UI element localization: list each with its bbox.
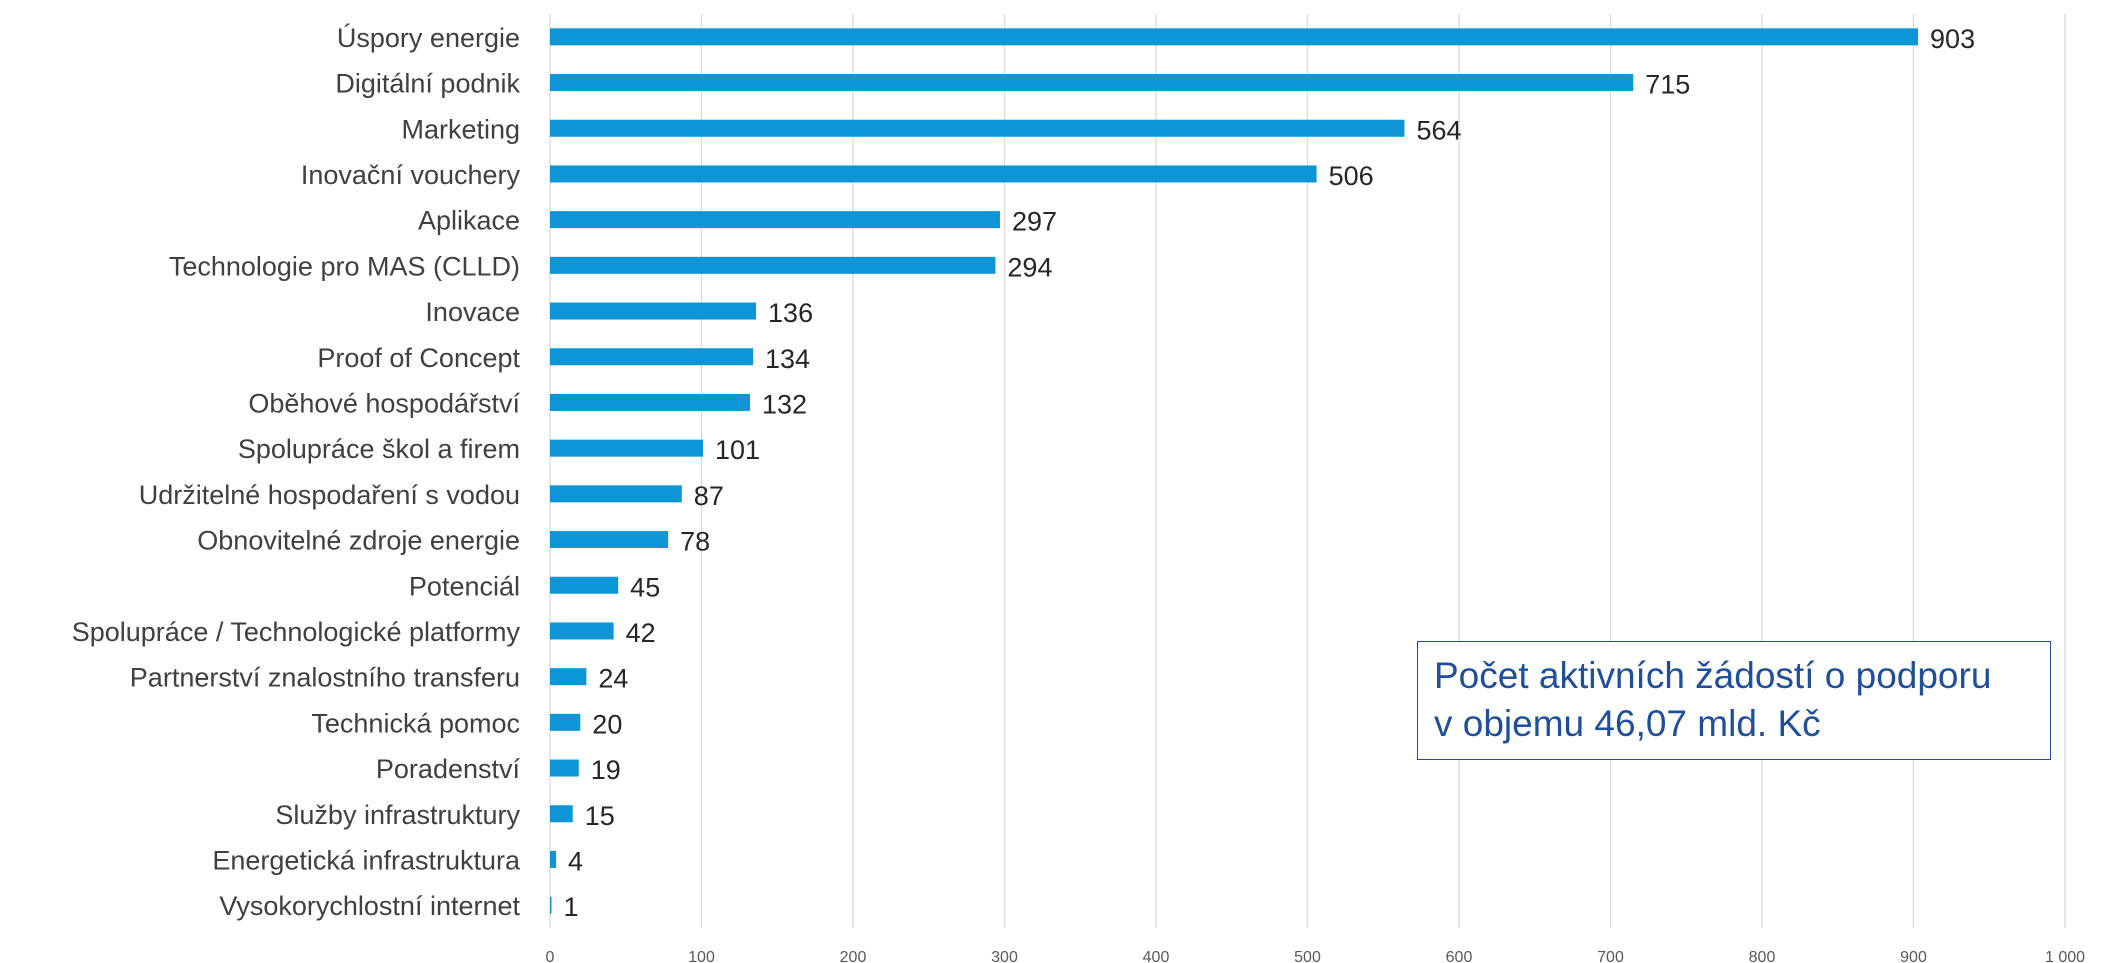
category-label: Inovace <box>425 297 520 327</box>
data-label: 294 <box>1007 252 1052 282</box>
x-tick-label: 900 <box>1900 949 1927 963</box>
x-tick-label: 800 <box>1749 949 1776 963</box>
bars <box>550 28 1919 914</box>
data-label: 506 <box>1329 161 1374 191</box>
x-tick-label: 0 <box>546 949 555 963</box>
annotation-line-2: v objemu 46,07 mld. Kč <box>1434 703 1821 744</box>
category-label: Inovační vouchery <box>301 160 521 190</box>
data-label: 20 <box>592 709 622 739</box>
category-label: Úspory energie <box>337 22 520 53</box>
data-label: 4 <box>568 846 583 876</box>
data-label: 78 <box>680 527 710 557</box>
x-tick-label: 300 <box>991 949 1018 963</box>
category-label: Udržitelné hospodaření s vodou <box>139 480 520 510</box>
bar <box>550 576 619 594</box>
category-labels: Úspory energie Digitální podnik Marketing I… <box>72 22 521 921</box>
bar <box>550 74 1634 92</box>
x-tick-label: 600 <box>1446 949 1473 963</box>
category-label: Aplikace <box>418 206 520 236</box>
category-label: Potenciál <box>409 571 520 601</box>
data-label: 24 <box>598 664 628 694</box>
bar <box>550 805 573 823</box>
data-label: 42 <box>626 618 656 648</box>
grid-lines <box>549 14 2066 928</box>
category-label: Marketing <box>401 114 520 144</box>
category-label: Spolupráce škol a firem <box>238 434 520 464</box>
bar <box>550 439 704 457</box>
x-tick-label: 700 <box>1597 949 1624 963</box>
category-label: Technologie pro MAS (CLLD) <box>169 251 520 281</box>
category-label: Poradenství <box>376 754 521 784</box>
data-label: 15 <box>585 801 615 831</box>
category-label: Obnovitelné zdroje energie <box>197 526 520 556</box>
category-label: Spolupráce / Technologické platformy <box>72 617 521 647</box>
category-label: Energetická infrastruktura <box>212 845 521 875</box>
category-label: Partnerství znalostního transferu <box>130 663 520 693</box>
category-label: Technická pomoc <box>311 708 520 738</box>
x-tick-label: 200 <box>840 949 867 963</box>
data-label: 715 <box>1645 70 1690 100</box>
data-label: 136 <box>768 298 813 328</box>
data-label: 45 <box>630 572 660 602</box>
bar <box>550 485 682 503</box>
x-tick-label: 1 000 <box>2045 949 2085 963</box>
category-label: Oběhové hospodářství <box>248 388 520 418</box>
bar <box>550 119 1405 137</box>
x-tick-label: 500 <box>1294 949 1321 963</box>
data-label: 297 <box>1012 207 1057 237</box>
data-label: 101 <box>715 435 760 465</box>
data-label: 903 <box>1930 24 1975 54</box>
category-label: Vysokorychlostní internet <box>219 891 520 921</box>
bar <box>550 850 557 868</box>
data-label: 132 <box>762 389 807 419</box>
data-label: 564 <box>1416 115 1461 145</box>
bar <box>550 759 579 777</box>
annotation-box: Počet aktivních žádostí o podporu v obje… <box>1417 641 2051 760</box>
x-tick-label: 100 <box>688 949 715 963</box>
category-label: Služby infrastruktury <box>275 800 520 830</box>
category-label: Proof of Concept <box>317 343 520 373</box>
data-label: 134 <box>765 344 810 374</box>
bar <box>550 165 1317 183</box>
annotation-line-1: Počet aktivních žádostí o podporu <box>1434 655 1992 696</box>
data-label: 19 <box>591 755 621 785</box>
bar <box>550 302 757 320</box>
bar <box>550 211 1000 229</box>
bar <box>550 896 552 914</box>
x-tick-label: 400 <box>1143 949 1170 963</box>
bar <box>550 531 669 549</box>
data-label: 87 <box>694 481 724 511</box>
data-label: 1 <box>564 892 579 922</box>
bar <box>550 713 581 731</box>
bar <box>550 622 614 640</box>
bar <box>550 393 750 411</box>
bar <box>550 348 754 366</box>
bar <box>550 668 587 686</box>
category-label: Digitální podnik <box>335 69 520 99</box>
bar <box>550 28 1919 46</box>
x-axis-tick-labels: 0 100 200 300 400 500 600 700 800 900 1 000 <box>546 949 2086 963</box>
bar <box>550 256 996 274</box>
